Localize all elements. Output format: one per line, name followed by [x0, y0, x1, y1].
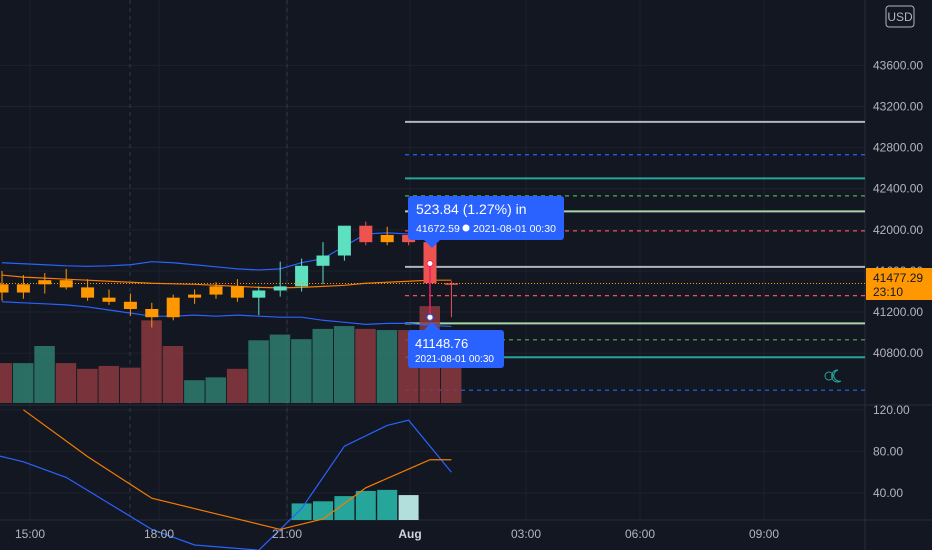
volume-bar	[312, 328, 333, 403]
measure-top-label[interactable]: 523.84 (1.27%) in 41672.59 2021-08-01 00…	[408, 196, 564, 248]
session-icon[interactable]	[824, 369, 842, 383]
candle-body	[123, 301, 137, 309]
histogram-bar	[291, 503, 312, 520]
candle-body	[209, 286, 223, 295]
measure-handle-bottom[interactable]	[426, 313, 434, 321]
time-axis-label: 06:00	[625, 527, 655, 541]
volume-bar	[376, 330, 398, 403]
candle-body	[81, 287, 95, 298]
candle-body	[273, 286, 287, 291]
time-axis-label: 21:00	[272, 527, 302, 541]
measure-top-price: 41672.59	[416, 223, 460, 235]
price-axis-label: 42800.00	[873, 141, 923, 155]
measure-bottom-price: 41148.76	[415, 336, 468, 351]
histogram-bar	[313, 501, 333, 520]
candle-body	[102, 297, 116, 302]
volume-bar	[205, 377, 226, 403]
current-price-tag[interactable]: 41477.29 23:10	[866, 268, 932, 300]
time-axis-label: 09:00	[749, 527, 779, 541]
current-price-value: 41477.29	[873, 271, 923, 285]
currency-button-label: USD	[887, 10, 913, 24]
moving-average-line	[1, 274, 452, 289]
oscillator-line	[23, 409, 452, 531]
volume-bar	[248, 340, 269, 403]
candle-body	[0, 284, 9, 293]
candle-body	[166, 297, 180, 318]
volume-bar	[269, 334, 291, 403]
oscillator-axis-label: 120.00	[873, 403, 910, 417]
oscillator-panel	[0, 409, 452, 550]
candle-body	[16, 284, 30, 293]
price-range-measure[interactable]	[426, 259, 434, 321]
candle-body	[316, 255, 330, 266]
histogram-bar	[355, 490, 376, 520]
candle-body	[230, 286, 244, 298]
measure-handle-top[interactable]	[426, 259, 434, 267]
price-axis-label: 42400.00	[873, 182, 923, 196]
price-countdown: 23:10	[873, 285, 903, 299]
volume-bar	[226, 368, 248, 403]
bollinger-bands	[1, 231, 452, 328]
time-axis-label: 15:00	[15, 527, 45, 541]
currency-button[interactable]: USD	[885, 5, 915, 28]
measure-bottom-time: 2021-08-01 00:30	[415, 354, 494, 365]
time-axis-label: Aug	[398, 527, 421, 541]
histogram-bar	[377, 489, 398, 520]
candle-body	[145, 308, 159, 318]
measure-top-time: 2021-08-01 00:30	[473, 223, 556, 235]
price-axis-label: 43600.00	[873, 58, 923, 72]
volume-bar	[0, 363, 12, 403]
price-axis-label: 41200.00	[873, 305, 923, 319]
volume-bar	[77, 368, 98, 403]
oscillator-axis[interactable]: 120.00 80.00 40.00	[873, 403, 910, 500]
volume-bar	[12, 363, 34, 403]
bollinger-lower-line	[1, 301, 452, 328]
volume-bar	[162, 346, 184, 403]
volume-bar	[355, 328, 376, 403]
volume-bar	[119, 367, 141, 403]
histogram-bar	[398, 495, 419, 520]
measure-bottom-label[interactable]: 41148.76 2021-08-01 00:30	[408, 322, 504, 368]
volume-bar	[34, 346, 55, 403]
candle-body	[337, 225, 351, 256]
price-axis-label: 40800.00	[873, 346, 923, 360]
oscillator-axis-label: 40.00	[873, 486, 903, 500]
volume-bar	[55, 363, 77, 403]
volume-bars	[0, 306, 462, 403]
oscillator-line	[0, 419, 452, 550]
oscillator-axis-label: 80.00	[873, 444, 903, 458]
candle-body	[359, 225, 373, 243]
price-axis[interactable]: 43600.00 43200.00 42800.00 42400.00 42000.00…	[873, 58, 923, 360]
volume-bar	[333, 326, 355, 403]
volume-bar	[98, 365, 119, 403]
volume-bar	[141, 320, 162, 403]
candle-body	[295, 265, 309, 287]
volume-bar	[184, 380, 205, 403]
candle-body	[444, 283, 458, 285]
candle-body	[252, 290, 266, 298]
time-axis-label: 03:00	[511, 527, 541, 541]
price-axis-label: 43200.00	[873, 99, 923, 113]
volume-bar	[291, 339, 312, 403]
price-axis-label: 42000.00	[873, 223, 923, 237]
time-axis[interactable]: 15:00 18:00 21:00 Aug 03:00 06:00 09:00	[15, 527, 779, 541]
time-axis-label: 18:00	[144, 527, 174, 541]
histogram-bar	[334, 496, 355, 520]
candle-body	[38, 280, 52, 285]
measure-change-text: 523.84 (1.27%) in	[416, 201, 527, 217]
bollinger-upper-line	[1, 231, 452, 271]
candle-body	[380, 234, 394, 243]
clock-icon	[462, 224, 470, 232]
candle-body	[188, 294, 202, 298]
